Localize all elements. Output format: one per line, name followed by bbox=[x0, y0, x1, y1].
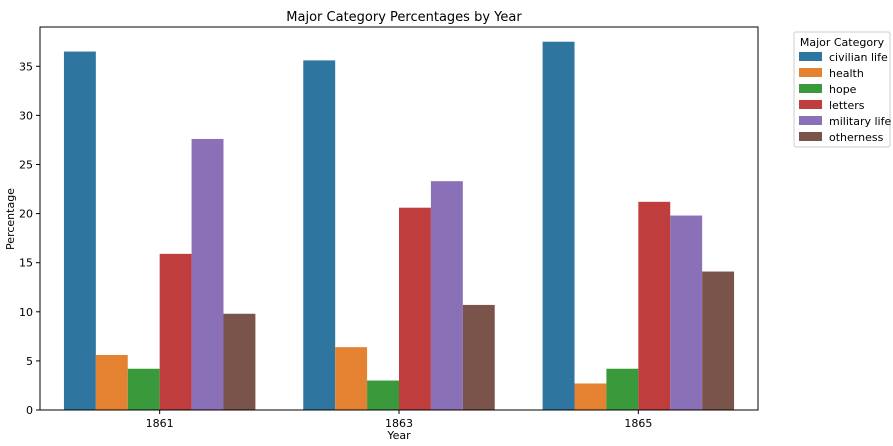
legend-label: civilian life bbox=[829, 51, 888, 64]
y-tick-label: 35 bbox=[19, 60, 33, 73]
y-tick-label: 15 bbox=[19, 257, 33, 270]
chart-title: Major Category Percentages by Year bbox=[286, 10, 522, 25]
legend-swatch bbox=[799, 68, 822, 77]
legend-swatch bbox=[799, 116, 822, 125]
bar bbox=[128, 369, 160, 410]
bar bbox=[463, 305, 495, 410]
bar bbox=[543, 42, 575, 410]
y-axis: 0 5 10 15 20 25 30 35 bbox=[19, 60, 40, 417]
bar bbox=[606, 369, 638, 410]
legend-label: otherness bbox=[829, 131, 884, 144]
bar bbox=[192, 139, 224, 410]
legend-label: military life bbox=[829, 115, 891, 128]
bar bbox=[223, 314, 255, 410]
bar bbox=[303, 60, 335, 410]
bar bbox=[160, 254, 192, 410]
bar bbox=[638, 202, 670, 410]
x-axis-label: Year bbox=[386, 429, 411, 442]
y-tick-label: 20 bbox=[19, 208, 33, 221]
legend-label: letters bbox=[829, 99, 865, 112]
y-tick-label: 0 bbox=[26, 404, 33, 417]
y-tick-label: 25 bbox=[19, 158, 33, 171]
legend-swatch bbox=[799, 132, 822, 141]
y-tick-label: 5 bbox=[26, 355, 33, 368]
bar bbox=[64, 52, 96, 410]
bar bbox=[670, 216, 702, 410]
x-tick-label: 1865 bbox=[624, 417, 652, 430]
legend-swatch bbox=[799, 84, 822, 93]
y-tick-label: 10 bbox=[19, 306, 33, 319]
bar bbox=[702, 272, 734, 410]
bar bbox=[367, 381, 399, 410]
x-axis: 1861 1863 1865 bbox=[146, 410, 653, 430]
legend: Major Category civilian life health hope le… bbox=[794, 32, 891, 147]
bar bbox=[431, 181, 463, 410]
bar bbox=[575, 383, 607, 410]
legend-label: hope bbox=[829, 83, 857, 96]
legend-swatch bbox=[799, 52, 822, 61]
x-tick-label: 1861 bbox=[146, 417, 174, 430]
bar bbox=[96, 355, 128, 410]
bar bbox=[335, 347, 367, 410]
legend-label: health bbox=[829, 67, 864, 80]
legend-swatch bbox=[799, 100, 822, 109]
bar bbox=[399, 208, 431, 410]
legend-title: Major Category bbox=[800, 36, 885, 49]
y-axis-label: Percentage bbox=[4, 188, 17, 250]
y-tick-label: 30 bbox=[19, 109, 33, 122]
plot-area bbox=[64, 42, 734, 410]
